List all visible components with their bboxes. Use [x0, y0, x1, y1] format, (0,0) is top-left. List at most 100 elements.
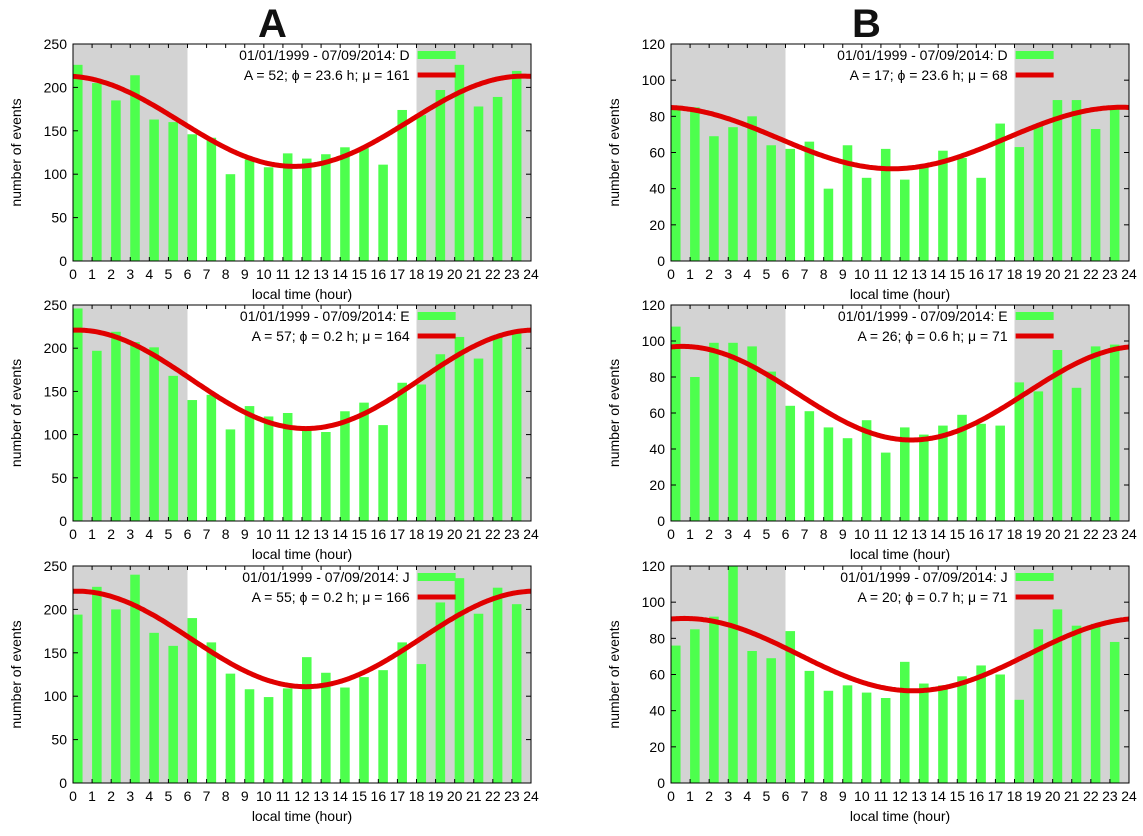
legend-bar-label: 01/01/1999 - 07/09/2014: E	[838, 308, 1008, 324]
x-tick-label: 8	[820, 266, 828, 282]
bar	[416, 115, 427, 262]
bar	[206, 394, 217, 521]
x-tick-label: 6	[782, 788, 790, 804]
x-tick-label: 6	[782, 266, 790, 282]
bar	[1071, 100, 1082, 261]
x-tick-label: 17	[390, 526, 406, 542]
x-tick-label: 5	[165, 266, 173, 282]
x-tick-label: 19	[1026, 526, 1042, 542]
bar	[187, 400, 198, 521]
legend-bar-swatch	[417, 312, 456, 320]
x-tick-label: 14	[930, 526, 946, 542]
x-tick-label: 2	[705, 266, 713, 282]
y-tick-label: 20	[649, 739, 665, 755]
x-tick-label: 12	[294, 788, 310, 804]
x-tick-label: 14	[332, 266, 348, 282]
x-tick-label: 21	[1064, 788, 1080, 804]
bar	[690, 629, 700, 783]
bar	[359, 677, 369, 783]
bar	[880, 148, 891, 261]
y-tick-label: 100	[44, 427, 68, 443]
x-tick-label: 10	[256, 526, 272, 542]
bar	[244, 159, 255, 261]
x-tick-label: 20	[1045, 266, 1061, 282]
x-tick-label: 21	[1064, 266, 1080, 282]
x-tick-label: 2	[107, 526, 115, 542]
bar	[1052, 100, 1063, 261]
x-tick-label: 9	[839, 266, 847, 282]
x-tick-label: 3	[126, 788, 134, 804]
x-tick-label: 3	[724, 788, 732, 804]
bar	[359, 402, 369, 521]
bar	[244, 406, 255, 521]
legend-bar-label: 01/01/1999 - 07/09/2014: J	[242, 569, 409, 585]
legend-fit-label: A = 55; ϕ = 0.2 h; μ = 166	[252, 589, 410, 605]
x-axis-label: local time (hour)	[252, 546, 352, 562]
x-tick-label: 2	[705, 526, 713, 542]
y-tick-label: 200	[44, 79, 68, 95]
legend-bar-label: 01/01/1999 - 07/09/2014: D	[837, 47, 1007, 63]
bar	[435, 602, 446, 783]
bar	[1109, 107, 1120, 262]
x-tick-label: 10	[256, 266, 272, 282]
bar	[938, 425, 948, 521]
bar	[244, 689, 255, 783]
bar	[282, 413, 293, 521]
x-tick-label: 14	[332, 788, 348, 804]
x-tick-label: 3	[724, 266, 732, 282]
x-tick-label: 6	[184, 266, 192, 282]
x-tick-label: 14	[930, 788, 946, 804]
x-tick-label: 18	[409, 788, 425, 804]
x-tick-label: 1	[88, 788, 96, 804]
y-tick-label: 0	[657, 513, 665, 529]
x-tick-label: 16	[371, 526, 387, 542]
y-axis-label: number of events	[606, 620, 622, 728]
x-axis-label: local time (hour)	[850, 286, 950, 302]
bar	[880, 698, 891, 783]
x-tick-label: 13	[313, 788, 329, 804]
bar	[1052, 609, 1063, 783]
x-tick-label: 16	[371, 266, 387, 282]
x-tick-label: 3	[126, 266, 134, 282]
bar	[728, 127, 738, 261]
bar	[340, 687, 350, 783]
legend-bar-label: 01/01/1999 - 07/09/2014: J	[840, 569, 1007, 585]
x-tick-label: 23	[504, 266, 520, 282]
bar	[709, 136, 719, 261]
x-tick-label: 22	[485, 266, 501, 282]
y-tick-label: 0	[657, 253, 665, 269]
bar	[900, 179, 910, 261]
x-tick-label: 15	[949, 266, 965, 282]
x-tick-label: 15	[949, 788, 965, 804]
y-axis-label: number of events	[8, 359, 24, 467]
x-tick-label: 0	[69, 526, 77, 542]
x-axis-label: local time (hour)	[850, 546, 950, 562]
x-tick-label: 7	[203, 788, 211, 804]
bar	[919, 166, 929, 261]
x-tick-label: 15	[351, 526, 367, 542]
bar	[785, 631, 796, 783]
y-tick-label: 150	[44, 645, 68, 661]
fit-curve	[72, 73, 532, 169]
bar	[149, 119, 159, 262]
bar	[861, 692, 872, 783]
x-tick-label: 0	[667, 788, 675, 804]
bar	[842, 145, 853, 261]
bar	[321, 432, 331, 521]
x-tick-label: 8	[222, 526, 230, 542]
x-tick-label: 18	[1007, 266, 1023, 282]
y-tick-label: 100	[44, 688, 68, 704]
y-tick-label: 60	[649, 667, 665, 683]
x-tick-label: 12	[294, 526, 310, 542]
bar	[263, 167, 274, 261]
x-tick-label: 13	[313, 266, 329, 282]
bar	[1071, 387, 1082, 521]
bar	[709, 616, 719, 783]
x-tick-label: 21	[466, 526, 482, 542]
x-tick-label: 19	[428, 526, 444, 542]
y-axis-label: number of events	[606, 359, 622, 467]
y-tick-label: 50	[51, 210, 67, 226]
x-tick-label: 4	[145, 526, 153, 542]
